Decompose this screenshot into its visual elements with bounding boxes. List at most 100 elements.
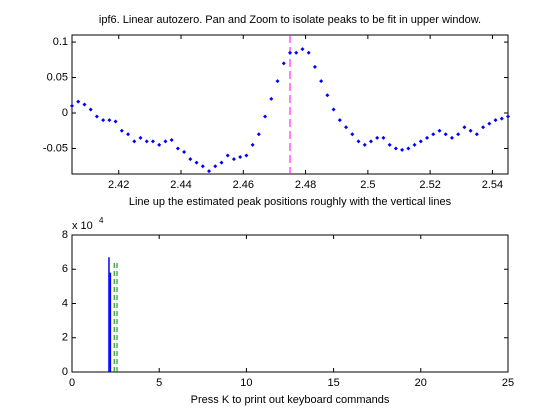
data-point [188, 157, 193, 162]
data-point [425, 135, 430, 140]
data-point [225, 153, 230, 158]
y-tick-label: 0.05 [47, 71, 68, 83]
data-point [337, 118, 342, 123]
axes-box [71, 34, 509, 175]
data-point [499, 116, 504, 121]
data-point [101, 118, 106, 123]
data-point [281, 61, 286, 66]
y-tick-label: 0 [62, 366, 68, 378]
data-point [375, 135, 380, 140]
x-axis-label: Press K to print out keyboard commands [191, 394, 390, 406]
data-point [138, 135, 143, 140]
x-tick-label: 2.52 [419, 179, 440, 191]
x-axis-label: Line up the estimated peak positions rou… [129, 196, 452, 208]
y-tick-label: -0.05 [43, 142, 68, 154]
data-point [362, 142, 367, 147]
data-point [393, 146, 398, 151]
data-point [169, 137, 174, 142]
data-point [300, 47, 305, 52]
data-point [163, 139, 168, 144]
y-exponent-base: x 10 [72, 220, 93, 232]
x-tick-label: 20 [415, 377, 427, 389]
data-point [238, 154, 243, 159]
x-tick-label: 2.42 [108, 179, 129, 191]
y-exponent-power: 4 [99, 216, 104, 225]
y-tick-label: 2 [62, 332, 68, 344]
y-tick-label: 0.1 [53, 36, 68, 48]
x-tick-label: 2.48 [295, 179, 316, 191]
data-point [468, 128, 473, 133]
data-point [381, 135, 386, 140]
data-point [356, 139, 361, 144]
data-point [294, 50, 299, 55]
data-point [387, 142, 392, 147]
data-point [449, 135, 454, 140]
data-point [288, 50, 292, 55]
data-point [462, 125, 467, 130]
data-point [207, 169, 212, 174]
y-tick-label: 0 [62, 107, 68, 119]
x-tick-label: 2.54 [482, 179, 503, 191]
data-point [175, 146, 180, 151]
x-tick-label: 2.5 [360, 179, 375, 191]
axes-box [71, 234, 509, 373]
chart-title: ipf6. Linear autozero. Pan and Zoom to i… [99, 14, 481, 26]
data-point [418, 139, 423, 144]
data-point [76, 99, 81, 104]
data-point [275, 79, 280, 84]
data-point [412, 142, 417, 147]
data-point [263, 114, 268, 119]
data-point [70, 103, 74, 108]
x-tick-label: 5 [156, 377, 162, 389]
data-point [319, 79, 324, 84]
x-tick-label: 0 [69, 377, 75, 389]
data-point [113, 119, 118, 124]
data-point [194, 160, 199, 165]
data-point [213, 164, 218, 169]
data-point [88, 107, 93, 112]
data-point [456, 132, 461, 137]
data-point [443, 132, 448, 137]
data-point [119, 128, 124, 133]
x-tick-label: 10 [240, 377, 252, 389]
data-point [431, 132, 436, 137]
data-point [331, 107, 336, 112]
data-point [150, 139, 155, 144]
data-point [82, 102, 87, 107]
data-point [256, 132, 261, 137]
data-point [132, 139, 137, 144]
y-tick-label: 4 [62, 297, 68, 309]
x-tick-label: 2.46 [233, 179, 254, 191]
x-tick-label: 15 [327, 377, 339, 389]
y-tick-label: 8 [62, 229, 68, 241]
x-tick-label: 2.44 [170, 179, 191, 191]
data-point [437, 128, 442, 133]
data-point [506, 114, 510, 119]
data-point [487, 121, 492, 126]
data-point [493, 118, 498, 123]
data-point [244, 153, 249, 158]
data-point [400, 147, 405, 152]
data-point [144, 139, 149, 144]
data-point [107, 118, 112, 123]
data-point [350, 132, 355, 137]
data-point [94, 114, 99, 119]
data-point [231, 157, 236, 162]
data-point [200, 164, 205, 169]
data-point [474, 132, 479, 137]
y-tick-label: 6 [62, 263, 68, 275]
data-point [269, 96, 274, 101]
x-tick-label: 25 [502, 377, 514, 389]
data-point [126, 132, 131, 137]
data-point [219, 160, 224, 165]
data-point [312, 64, 317, 69]
data-point [157, 142, 162, 147]
data-point [250, 142, 255, 147]
data-point [344, 125, 349, 130]
data-point [481, 125, 486, 130]
data-point [325, 93, 330, 98]
data-point [182, 150, 187, 155]
data-point [406, 146, 411, 151]
data-point [306, 50, 311, 55]
